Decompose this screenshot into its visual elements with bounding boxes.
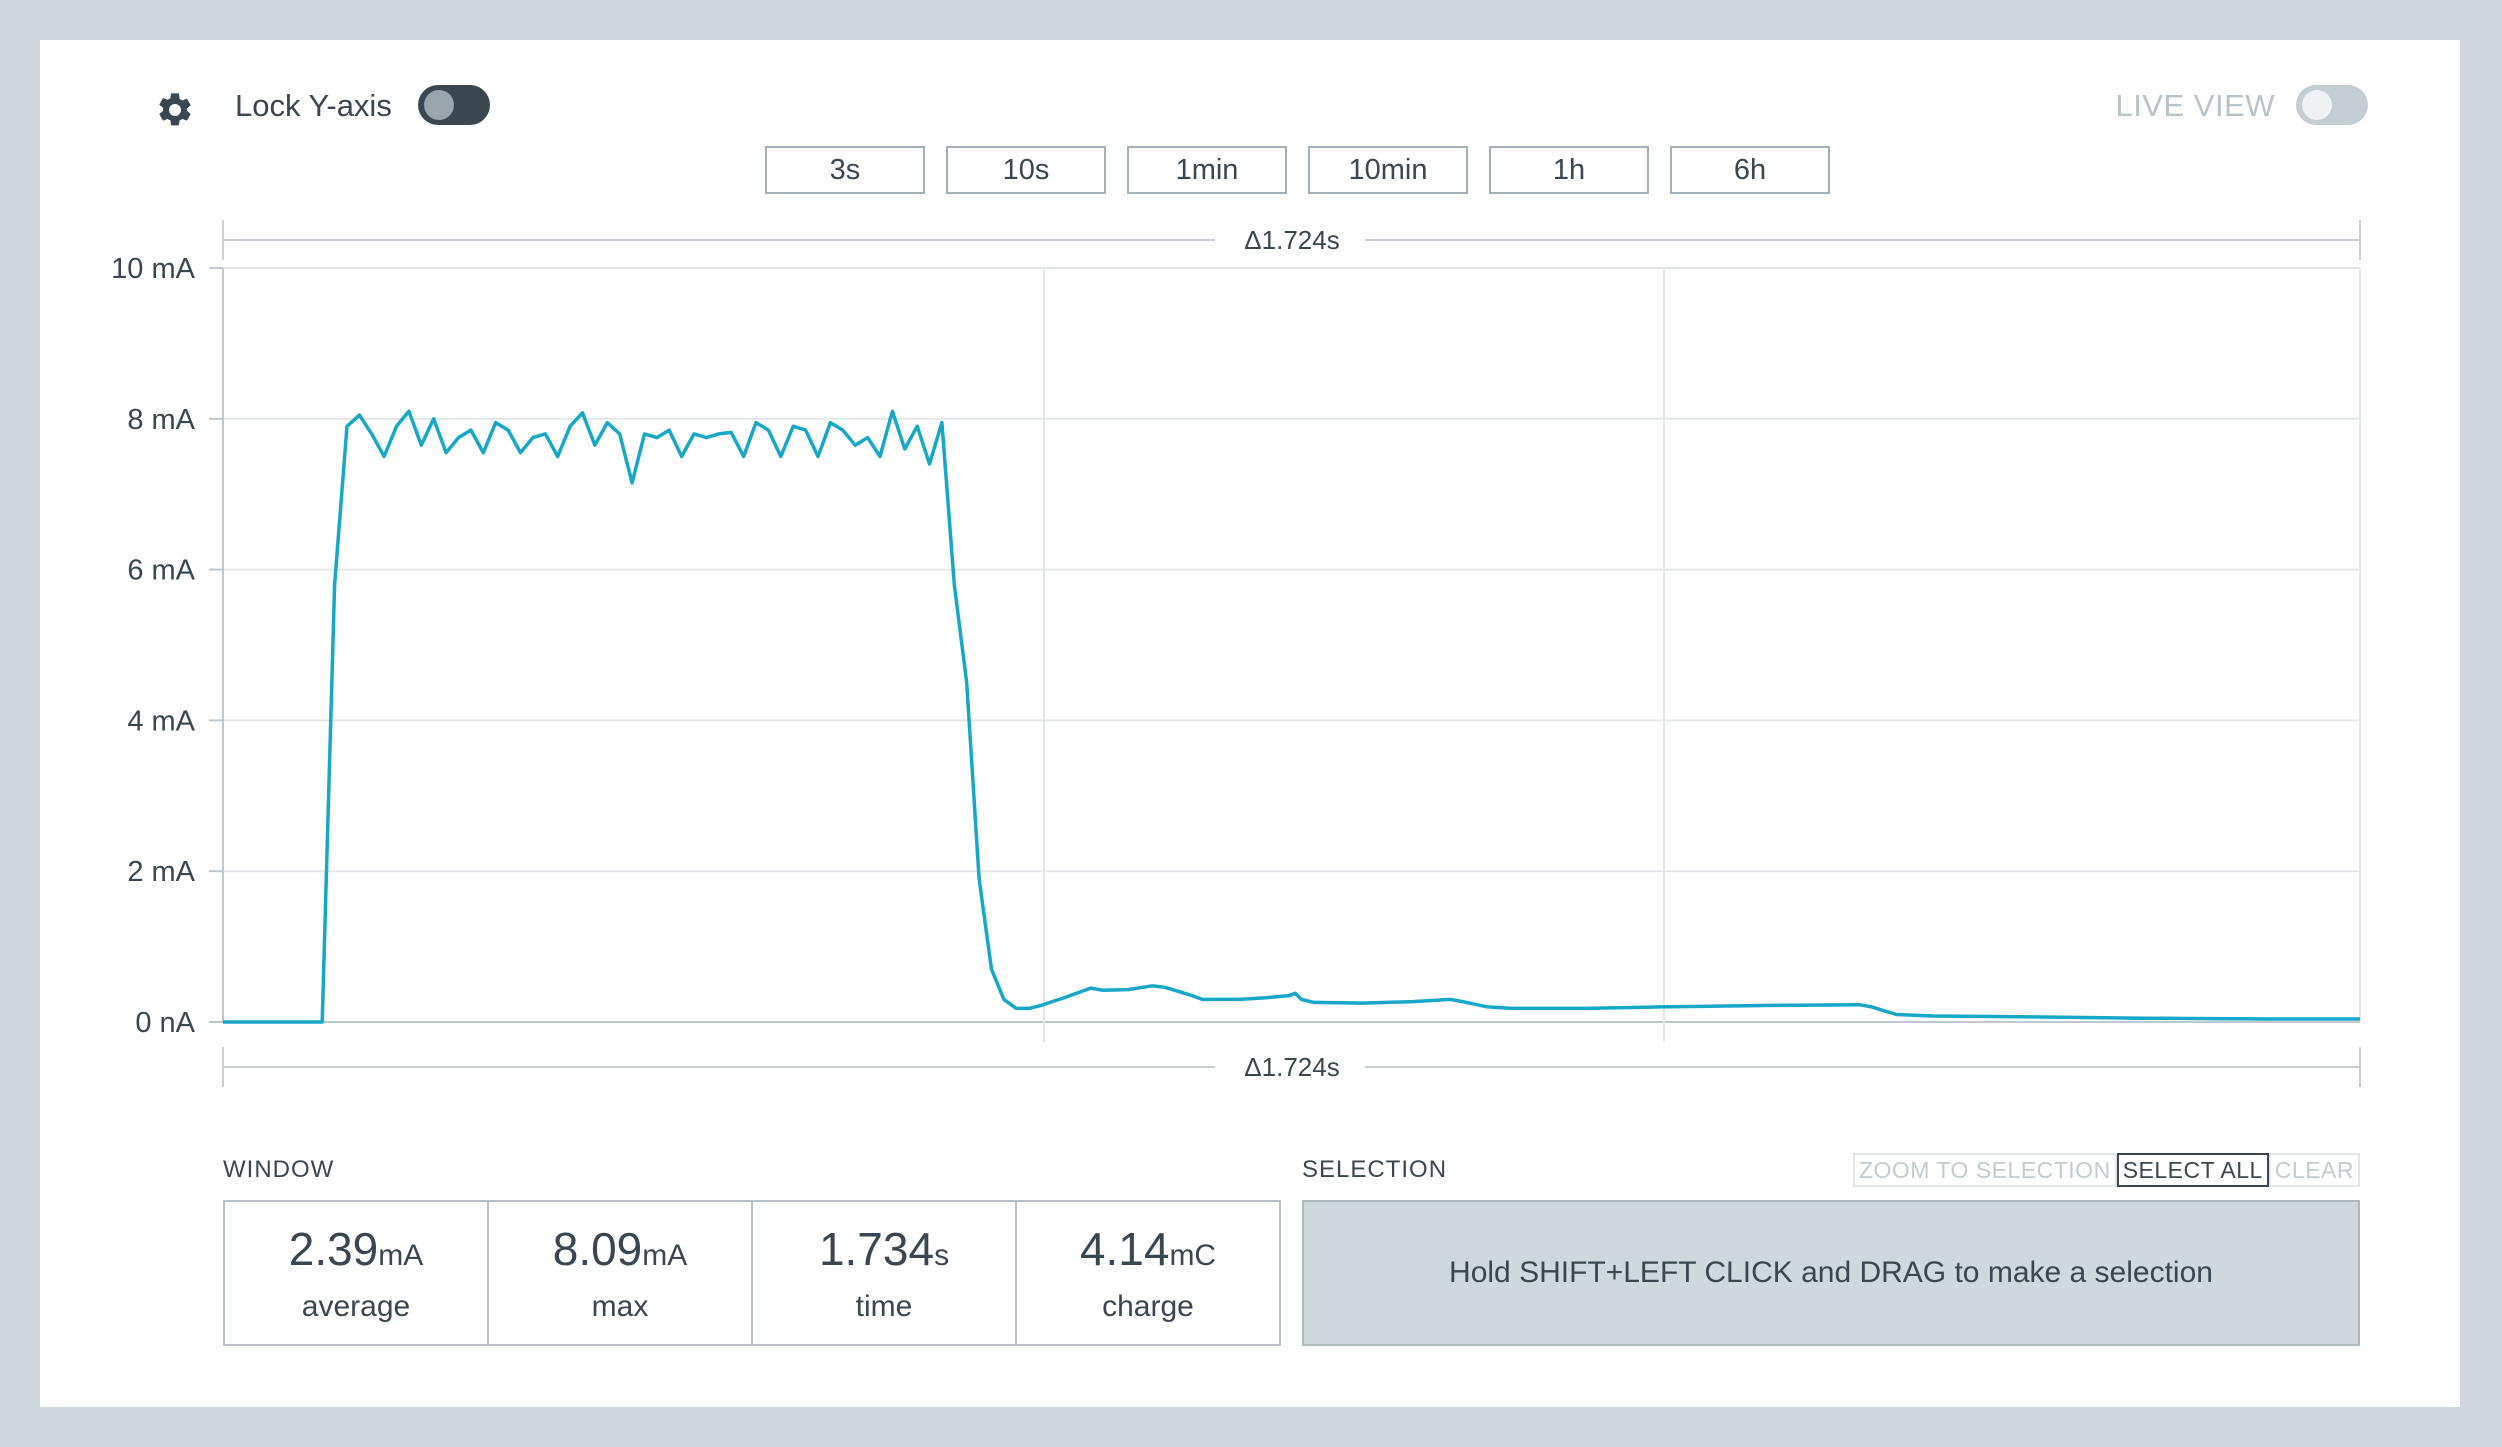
stat-value: 2.39mA <box>289 1223 424 1282</box>
duration-bracket-top: Δ1.724s <box>222 220 2361 260</box>
duration-label-bottom: Δ1.724s <box>1244 1052 1339 1082</box>
live-view-label: LIVE VIEW <box>2115 88 2275 123</box>
current-chart[interactable]: 0 nA 2 mA 4 mA 6 mA 8 mA 10 mA Δ1.724s Δ1.724… <box>40 40 2460 1140</box>
stat-unit: mC <box>1169 1238 1217 1272</box>
y-tick-label: 10 mA <box>111 253 195 285</box>
stat-unit: s <box>934 1238 950 1272</box>
y-tick-label: 2 mA <box>127 856 195 888</box>
stat-label: charge <box>1102 1289 1194 1323</box>
gear-icon[interactable] <box>155 90 195 130</box>
selection-hint-box[interactable]: Hold SHIFT+LEFT CLICK and DRAG to make a… <box>1302 1200 2360 1346</box>
select-all-button[interactable]: SELECT ALL <box>2116 1153 2269 1187</box>
y-axis-ticks: 0 nA 2 mA 4 mA 6 mA 8 mA 10 mA <box>111 253 223 1039</box>
stat-number: 1.734 <box>818 1222 935 1275</box>
toggle-knob <box>2302 90 2332 120</box>
stat-unit: mA <box>378 1238 424 1272</box>
window-3s-button[interactable]: 3s <box>765 146 925 194</box>
window-stats: 2.39mA average 8.09mA max 1.734s time 4.… <box>223 1200 1281 1346</box>
window-1min-button[interactable]: 1min <box>1127 146 1287 194</box>
stat-charge: 4.14mC charge <box>1017 1202 1279 1344</box>
stat-value: 1.734s <box>819 1223 949 1282</box>
stat-max: 8.09mA max <box>489 1202 753 1344</box>
series-line <box>223 409 2360 1024</box>
window-6h-button[interactable]: 6h <box>1670 146 1830 194</box>
stat-label: time <box>855 1289 913 1323</box>
toggle-knob <box>424 90 454 120</box>
main-panel: Lock Y-axis LIVE VIEW 3s 10s 1min 10min … <box>40 40 2460 1407</box>
stat-value: 4.14mC <box>1080 1223 1216 1282</box>
clear-selection-button[interactable]: CLEAR <box>2268 1153 2360 1187</box>
stat-label: max <box>591 1289 649 1323</box>
duration-bracket-bottom: Δ1.724s <box>222 1047 2361 1087</box>
stat-label: average <box>301 1289 411 1323</box>
selection-actions: ZOOM TO SELECTION SELECT ALL CLEAR <box>1852 1153 2360 1187</box>
window-size-buttons: 3s 10s 1min 10min 1h 6h <box>765 146 1830 194</box>
zoom-to-selection-button[interactable]: ZOOM TO SELECTION <box>1852 1153 2117 1187</box>
stat-time: 1.734s time <box>753 1202 1017 1344</box>
selection-hint: Hold SHIFT+LEFT CLICK and DRAG to make a… <box>1449 1256 2213 1289</box>
y-tick-label: 4 mA <box>127 705 195 737</box>
live-view-toggle[interactable] <box>2296 85 2368 125</box>
stat-number: 8.09 <box>552 1222 643 1275</box>
lock-y-axis-label: Lock Y-axis <box>235 88 392 123</box>
lock-y-axis-toggle[interactable] <box>418 85 490 125</box>
window-10s-button[interactable]: 10s <box>946 146 1106 194</box>
window-1h-button[interactable]: 1h <box>1489 146 1649 194</box>
selection-section-title: SELECTION <box>1302 1156 1448 1183</box>
stat-number: 4.14 <box>1079 1222 1170 1275</box>
y-tick-label: 0 nA <box>135 1007 195 1039</box>
y-tick-label: 6 mA <box>127 555 195 587</box>
y-tick-label: 8 mA <box>127 404 195 436</box>
stat-value: 8.09mA <box>553 1223 688 1282</box>
chart-grid <box>222 267 2361 1042</box>
window-10min-button[interactable]: 10min <box>1308 146 1468 194</box>
stat-unit: mA <box>642 1238 688 1272</box>
duration-label-top: Δ1.724s <box>1244 225 1339 255</box>
stat-number: 2.39 <box>288 1222 379 1275</box>
window-section-title: WINDOW <box>223 1156 335 1183</box>
stat-average: 2.39mA average <box>225 1202 489 1344</box>
